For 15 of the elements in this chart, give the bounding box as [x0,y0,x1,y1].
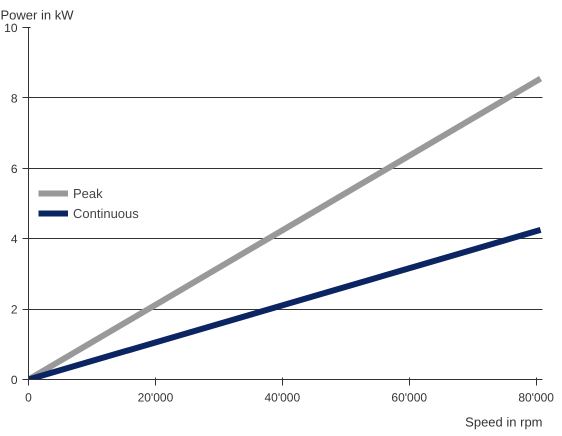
y-tick-label: 0 [10,373,18,387]
y-axis-title: Power in kW [0,8,74,22]
legend-label: Peak [73,186,103,200]
y-tick-label: 4 [10,232,18,246]
x-axis-title: Speed in rpm [465,414,543,430]
x-tick-label: 0 [25,390,32,404]
y-tick-label: 10 [4,21,18,35]
x-tick-label: 40'000 [264,390,300,404]
y-tick-label: 6 [10,162,18,176]
legend-label: Continuous [73,206,139,220]
x-tick-label: 60'000 [391,390,428,404]
x-tick-label: 80'000 [518,390,554,404]
x-tick-label: 20'000 [138,390,174,404]
y-tick-label: 2 [10,302,18,317]
y-tick-label: 8 [10,91,18,106]
